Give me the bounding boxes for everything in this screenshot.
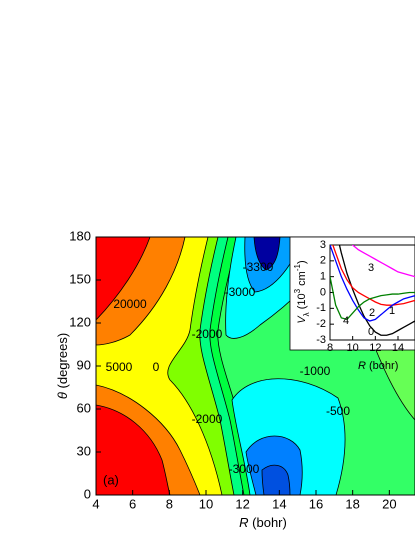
x-tick-label: 14 xyxy=(272,496,286,511)
x-tick-label: 18 xyxy=(345,496,359,511)
y-tick-label: 1 xyxy=(320,271,326,283)
y-tick-label: 60 xyxy=(77,400,91,415)
series-line xyxy=(332,245,415,306)
y-tick-label: 150 xyxy=(69,271,91,286)
y-tick-label: 0 xyxy=(84,486,91,501)
series-label: 0 xyxy=(368,326,374,338)
x-axis-label-unit: (bohr) xyxy=(366,360,398,372)
y-axis-label-unit: (degrees) xyxy=(55,333,70,392)
y-axis-label-superscript: -1 xyxy=(293,263,302,271)
contour-label: -3000 xyxy=(229,462,260,476)
x-axis-label-unit: (bohr) xyxy=(249,515,287,530)
x-axis-label: R (bohr) xyxy=(358,360,398,372)
x-tick-label: 12 xyxy=(235,496,249,511)
y-axis-label-text: cm xyxy=(296,271,308,289)
y-tick-label: 30 xyxy=(77,443,91,458)
x-tick-label: 8 xyxy=(327,342,333,354)
y-tick-label: 90 xyxy=(77,357,91,372)
x-axis-label-symbol: R xyxy=(358,360,366,372)
y-tick-label: 2 xyxy=(320,255,326,267)
x-tick-label: 12 xyxy=(369,342,381,354)
y-axis-label-symbol: θ xyxy=(55,392,70,399)
x-axis-label: R (bohr) xyxy=(239,515,287,530)
series-label: 1 xyxy=(389,305,395,317)
panel-label: (a) xyxy=(103,472,119,487)
series-label: 3 xyxy=(368,262,374,274)
contour-label: 5000 xyxy=(106,360,133,374)
series-label: 2 xyxy=(369,307,375,319)
contour-label: -500 xyxy=(326,404,350,418)
series-label: 4 xyxy=(343,315,349,327)
x-tick-label: 4 xyxy=(92,496,99,511)
x-tick-label: 8 xyxy=(166,496,173,511)
contour-label: 0 xyxy=(153,360,160,374)
x-axis-label-symbol: R xyxy=(239,515,248,530)
x-tick-label: 14 xyxy=(392,342,404,354)
main-plot: 4 6 8 10 12 14 16 18 200306090120150180200005000… xyxy=(55,228,396,530)
contour-label: -3300 xyxy=(243,260,274,274)
y-tick-label: -2 xyxy=(316,318,326,330)
y-tick-label: 0 xyxy=(320,286,326,298)
y-axis-label: θ (degrees) xyxy=(55,333,70,399)
y-axis-label-symbol: V xyxy=(296,315,308,324)
y-tick-label: 120 xyxy=(69,314,91,329)
x-tick-label: 6 xyxy=(129,496,136,511)
contour-label: -2000 xyxy=(192,327,223,341)
y-tick-label: -3 xyxy=(316,334,326,346)
y-axis-label-superscript: 3 xyxy=(293,288,302,293)
y-tick-label: 3 xyxy=(320,239,326,251)
y-tick-label: -1 xyxy=(316,302,326,314)
y-axis-label-text: (10 xyxy=(296,293,308,312)
series-line xyxy=(338,245,415,336)
y-axis-label-subscript: λ xyxy=(302,312,311,316)
y-tick-label: 180 xyxy=(69,228,91,243)
contour-label: -2000 xyxy=(192,412,223,426)
contour-label: 20000 xyxy=(113,297,147,311)
x-tick-label: 16 xyxy=(309,496,323,511)
series-line xyxy=(351,245,415,278)
inset-lines xyxy=(330,245,415,336)
contour-label: -3000 xyxy=(225,285,256,299)
y-axis-label: Vλ (103 cm-1) xyxy=(293,260,311,323)
contour-label: -1000 xyxy=(300,364,331,378)
y-axis-label-text: ) xyxy=(296,260,308,264)
x-tick-label: 10 xyxy=(347,342,359,354)
series-line xyxy=(330,276,415,321)
x-tick-label: 20 xyxy=(382,496,396,511)
series-line xyxy=(330,245,415,322)
x-tick-label: 10 xyxy=(199,496,213,511)
